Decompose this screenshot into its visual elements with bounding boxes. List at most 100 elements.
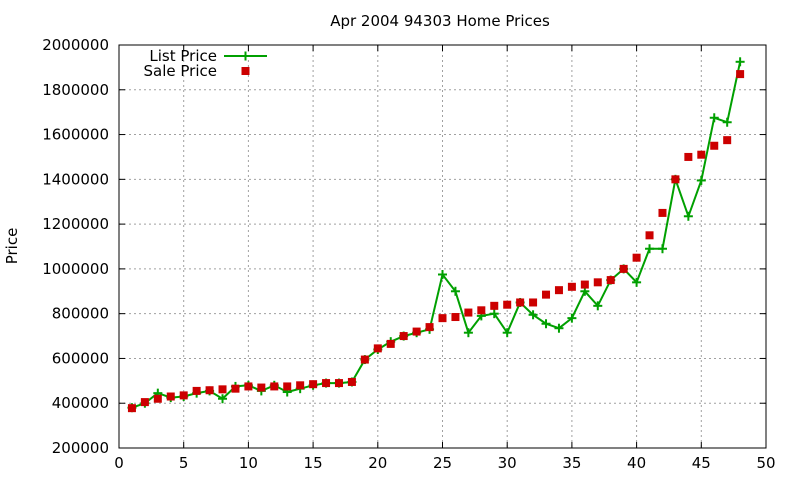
y-tick-label: 800000 [52,305,109,323]
sale-price-point [580,280,589,289]
tick-labels: 0 5 10 15 20 25 30 35 40 45 50 200000 400000 600000 80… [42,36,775,472]
legend-swatches [224,51,267,75]
x-tick-label: 15 [304,454,323,472]
list-price-point [502,328,512,338]
sale-price-point [503,300,512,309]
list-price-point [696,175,706,185]
list-price-point [683,211,693,221]
series-sale-price [127,70,745,413]
sale-price-point [192,386,201,395]
x-tick-label: 5 [179,454,189,472]
x-tick-label: 25 [433,454,452,472]
sale-price-point [322,379,331,388]
sale-price-point [554,286,563,295]
x-tick-label: 50 [756,454,775,472]
sale-price-point [671,175,680,184]
y-tick-label: 1800000 [42,81,109,99]
sale-price-point [153,394,162,403]
sale-price-point [632,253,641,262]
legend-label-list-price: List Price [149,47,217,65]
plot-frame [118,44,767,449]
sale-price-point [529,298,538,307]
sale-price-point [593,278,602,287]
sale-price-point [425,323,434,332]
legend-swatch-sale-price [241,67,250,75]
series [127,57,745,413]
list-price-point [735,57,745,67]
sale-price-point [710,141,719,150]
list-price-point [645,244,655,254]
sale-price-point [464,308,473,317]
sale-price-point [347,377,356,386]
sale-price-point [542,290,551,299]
list-price-point [463,328,473,338]
sale-price-point [127,404,136,413]
chart-title: Apr 2004 94303 Home Prices [330,12,550,30]
sale-price-point [516,298,525,307]
sale-price-point [684,152,693,161]
x-tick-label: 10 [239,454,258,472]
sale-price-point [386,339,395,348]
sale-price-point [451,313,460,322]
sale-price-point [205,386,214,395]
sale-price-point [412,327,421,336]
sale-price-point [606,276,615,285]
sale-price-point [697,150,706,159]
sale-price-point [244,382,253,391]
sale-price-point [399,332,408,341]
list-price-point [593,301,603,311]
sale-price-point [166,392,175,401]
sale-price-point [490,301,499,310]
sale-price-point [140,398,149,407]
y-tick-label: 1400000 [42,170,109,188]
x-tick-label: 40 [627,454,646,472]
sale-price-point [296,381,305,390]
list-price-point [438,269,447,279]
list-price-point [554,323,564,333]
y-axis-title: Price [3,228,21,265]
y-tick-label: 600000 [52,349,109,367]
sale-price-point [309,380,318,389]
y-tick-label: 1200000 [42,215,109,233]
grid [119,45,766,448]
y-tick-label: 200000 [52,439,109,457]
x-tick-label: 0 [114,454,124,472]
sale-price-point [645,231,654,240]
list-price-point [450,286,460,296]
y-tick-label: 2000000 [42,36,109,54]
legend-label-sale-price: Sale Price [144,62,217,80]
sale-price-point [619,264,628,273]
x-tick-label: 45 [692,454,711,472]
sale-price-point [438,314,447,323]
list-price-point [722,117,732,127]
list-price-point [632,277,642,287]
sale-price-point [360,355,369,364]
sale-price-point [723,136,732,145]
sale-price-point [477,306,486,315]
x-tick-label: 20 [368,454,387,472]
sale-price-point [283,382,292,391]
list-price-point [657,244,667,254]
sale-price-point [373,344,382,353]
list-price-point [567,313,577,323]
y-tick-label: 1000000 [42,260,109,278]
sale-price-point [218,385,227,394]
legend-swatch-list-price-marker [241,51,250,61]
sale-price-point [179,391,188,400]
sale-price-point [658,208,667,217]
sale-price-point [270,382,279,391]
x-tick-label: 35 [562,454,581,472]
sale-price-point [567,282,576,291]
list-price-point [709,113,719,123]
sale-price-point [736,70,745,79]
y-tick-label: 1600000 [42,126,109,144]
sale-price-point [231,384,240,393]
sale-price-point [334,379,343,388]
sale-price-point [257,383,266,392]
x-tick-label: 30 [498,454,517,472]
list-price-point [489,309,499,319]
list-price-point [528,310,538,320]
y-tick-label: 400000 [52,394,109,412]
list-price-point [218,394,228,404]
